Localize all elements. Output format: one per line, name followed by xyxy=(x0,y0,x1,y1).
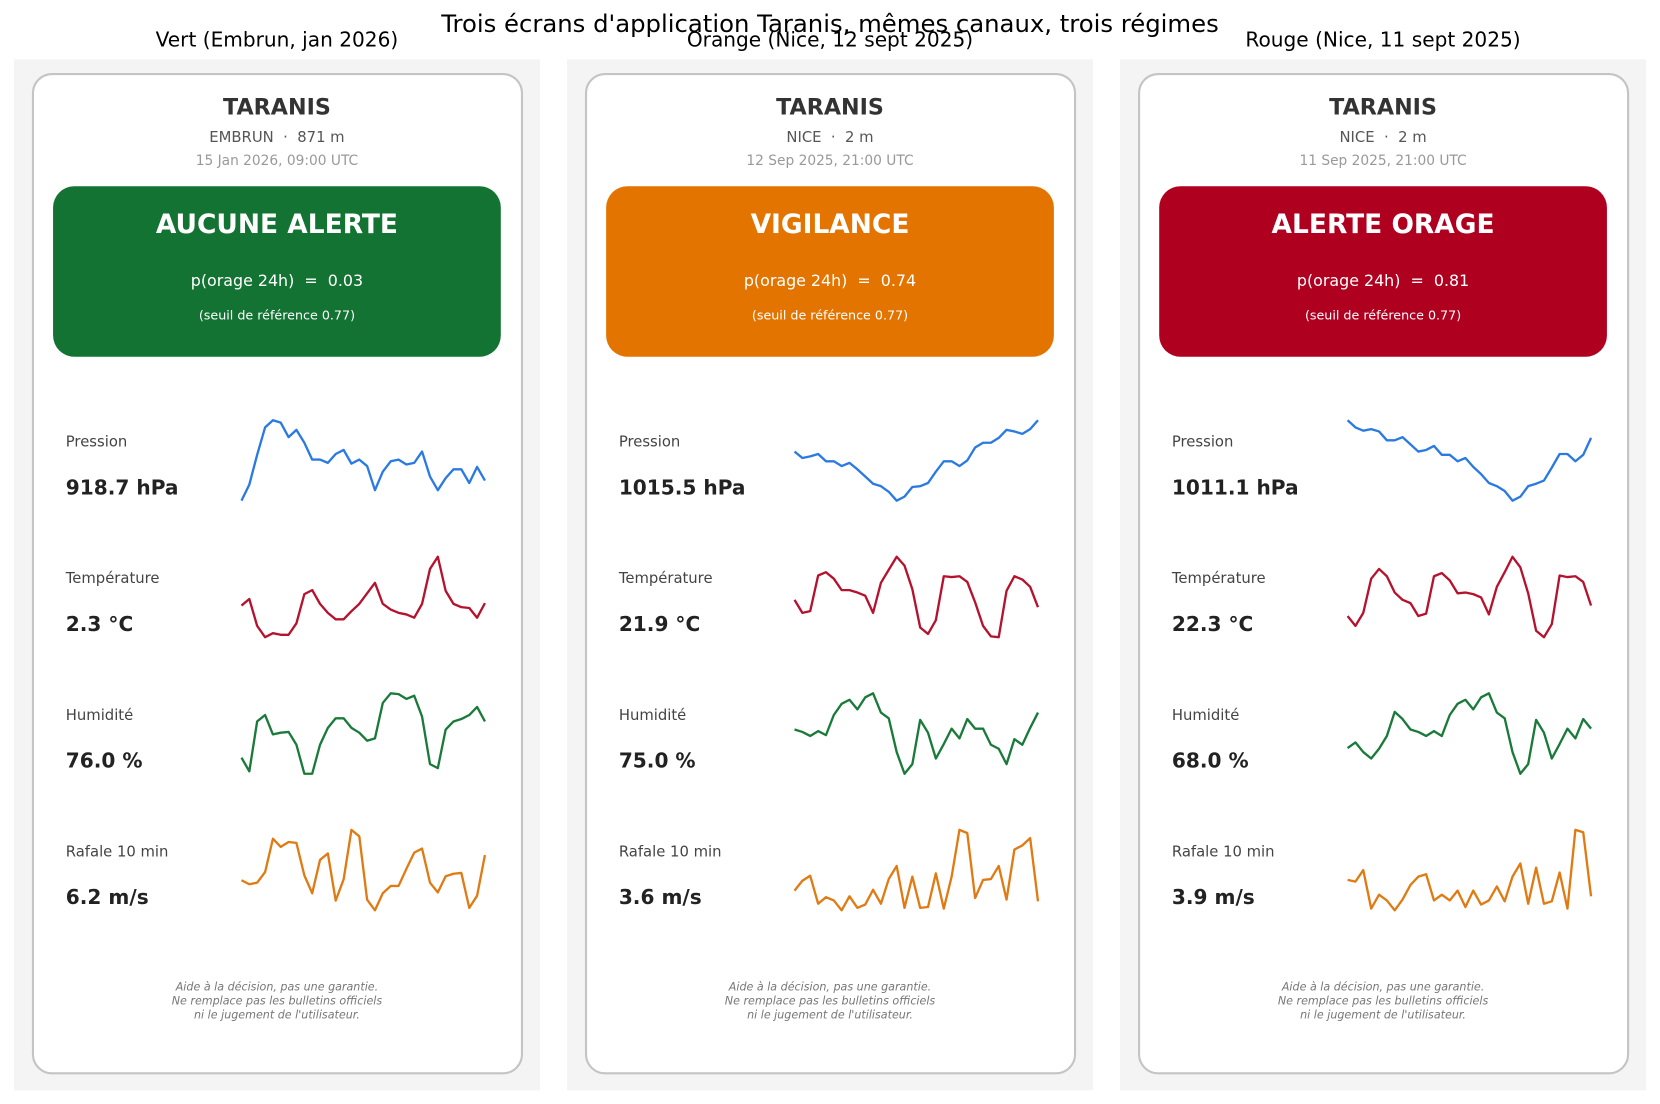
sparkline xyxy=(240,828,487,912)
disclaimer: ni le jugement de l'utilisateur. xyxy=(194,1008,360,1021)
sparkline xyxy=(1346,692,1592,775)
station: NICE · 2 m xyxy=(1339,129,1426,146)
sparkline xyxy=(793,419,1039,502)
metric-value: 6.2 m/s xyxy=(66,885,149,909)
sparkline xyxy=(793,555,1040,639)
alert-probability: p(orage 24h) = 0.03 xyxy=(191,271,363,290)
app-name: TARANIS xyxy=(1329,94,1437,120)
metric-value: 3.9 m/s xyxy=(1172,885,1255,909)
alert-box xyxy=(53,186,501,357)
main-title: Trois écrans d'application Taranis, même… xyxy=(440,9,1219,38)
disclaimer: Ne remplace pas les bulletins officiels xyxy=(1278,995,1489,1008)
sparkline xyxy=(1347,828,1593,912)
panel-heading: Orange (Nice, 12 sept 2025) xyxy=(687,28,973,52)
alert-title: ALERTE ORAGE xyxy=(1272,209,1495,240)
disclaimer: ni le jugement de l'utilisateur. xyxy=(747,1008,913,1021)
disclaimer: Aide à la décision, pas une garantie. xyxy=(1281,981,1484,994)
metric-value: 3.6 m/s xyxy=(619,885,702,909)
sparkline xyxy=(240,555,486,639)
metric-label: Rafale 10 min xyxy=(66,843,169,860)
disclaimer: Aide à la décision, pas une garantie. xyxy=(728,981,931,994)
disclaimer: ni le jugement de l'utilisateur. xyxy=(1300,1008,1466,1021)
metric-label: Humidité xyxy=(619,707,686,724)
sparkline xyxy=(794,692,1040,775)
alert-title: AUCUNE ALERTE xyxy=(156,209,398,240)
app-screen: Orange (Nice, 12 sept 2025) TARANIS NICE ·… xyxy=(566,28,1094,1091)
panel-heading: Vert (Embrun, jan 2026) xyxy=(156,28,399,52)
alert-probability: p(orage 24h) = 0.74 xyxy=(744,271,916,290)
metric-label: Température xyxy=(65,570,160,587)
metric-label: Température xyxy=(618,570,713,587)
metric-label: Pression xyxy=(619,434,681,451)
sparkline xyxy=(1346,555,1593,639)
metric-value: 1011.1 hPa xyxy=(1172,475,1299,499)
metric-label: Pression xyxy=(1172,434,1234,451)
metric-label: Rafale 10 min xyxy=(1172,843,1275,860)
metric-label: Humidité xyxy=(1172,707,1239,724)
metric-label: Humidité xyxy=(66,707,133,724)
app-screen: Rouge (Nice, 11 sept 2025) TARANIS NICE · … xyxy=(1120,28,1647,1091)
app-screen: Vert (Embrun, jan 2026) TARANIS EMBRUN · 8… xyxy=(13,28,540,1091)
metric-value: 1015.5 hPa xyxy=(619,475,746,499)
alert-threshold: (seuil de référence 0.77) xyxy=(1305,308,1461,323)
alert-threshold: (seuil de référence 0.77) xyxy=(199,308,355,323)
station: EMBRUN · 871 m xyxy=(209,129,344,146)
metric-value: 2.3 °C xyxy=(66,612,133,636)
sparkline xyxy=(240,419,486,502)
disclaimer: Ne remplace pas les bulletins officiels xyxy=(172,995,383,1008)
disclaimer: Aide à la décision, pas une garantie. xyxy=(175,981,378,994)
sparkline xyxy=(1346,419,1593,502)
metric-label: Pression xyxy=(66,434,128,451)
alert-title: VIGILANCE xyxy=(751,209,910,240)
alert-probability: p(orage 24h) = 0.81 xyxy=(1297,271,1469,290)
metric-value: 918.7 hPa xyxy=(66,475,179,499)
disclaimer: Ne remplace pas les bulletins officiels xyxy=(725,995,936,1008)
metric-value: 22.3 °C xyxy=(1172,612,1253,636)
datetime: 12 Sep 2025, 21:00 UTC xyxy=(746,153,913,169)
metric-value: 76.0 % xyxy=(66,748,143,772)
metric-label: Température xyxy=(1171,570,1266,587)
alert-threshold: (seuil de référence 0.77) xyxy=(752,308,908,323)
metric-value: 68.0 % xyxy=(1172,748,1249,772)
app-name: TARANIS xyxy=(223,94,331,120)
panel-heading: Rouge (Nice, 11 sept 2025) xyxy=(1245,28,1520,52)
datetime: 15 Jan 2026, 09:00 UTC xyxy=(196,153,358,169)
metric-value: 21.9 °C xyxy=(619,612,700,636)
alert-box xyxy=(1159,186,1607,357)
alert-box xyxy=(606,186,1054,357)
station: NICE · 2 m xyxy=(786,129,873,146)
metric-label: Rafale 10 min xyxy=(619,843,722,860)
app-name: TARANIS xyxy=(776,94,884,120)
sparkline xyxy=(240,692,486,775)
datetime: 11 Sep 2025, 21:00 UTC xyxy=(1299,153,1466,169)
metric-value: 75.0 % xyxy=(619,748,696,772)
sparkline xyxy=(793,828,1040,912)
